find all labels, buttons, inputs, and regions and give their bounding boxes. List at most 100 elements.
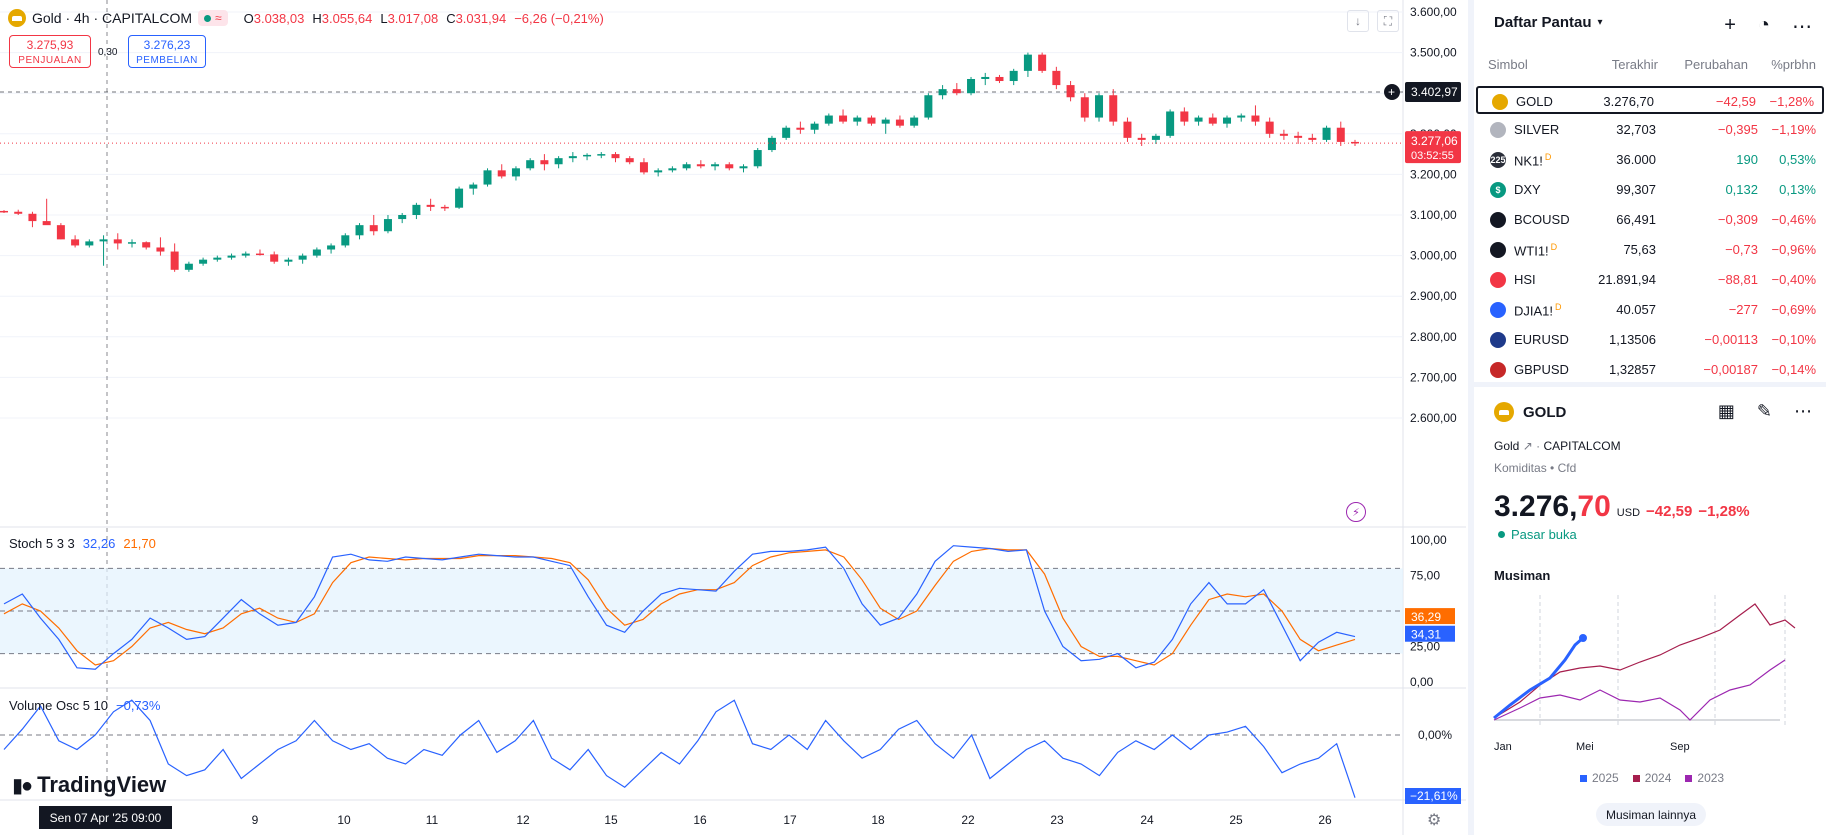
buy-button[interactable]: 3.276,23 PEMBELIAN <box>128 35 206 68</box>
watchlist-change-pct: −0,14% <box>1771 362 1816 377</box>
edit-icon[interactable]: ✎ <box>1756 401 1772 421</box>
col-last[interactable]: Terakhir <box>1611 57 1658 72</box>
osc-badge-label: −21,61% <box>1410 789 1458 803</box>
candle-body <box>227 255 236 258</box>
col-change[interactable]: Perubahan <box>1684 57 1748 72</box>
candle-body <box>1180 111 1189 122</box>
pie-chart-icon[interactable]: ◔ <box>1757 14 1770 36</box>
fullscreen-icon[interactable]: ⛶ <box>1377 10 1399 32</box>
stoch-legend[interactable]: Stoch 5 3 3 32,26 21,70 <box>9 536 156 551</box>
candle-body <box>497 170 506 177</box>
candle-body <box>839 115 848 122</box>
more-icon[interactable]: ⋯ <box>1792 16 1812 38</box>
symbol-logo-icon <box>1490 332 1506 348</box>
external-link-icon[interactable]: ↗ <box>1522 439 1533 453</box>
seasonal-line-2025 <box>1493 636 1584 720</box>
watchlist-row-gold[interactable]: GOLD 3.276,70 −42,59 −1,28% <box>1476 86 1824 114</box>
stoch-tick-label: 0,00 <box>1410 675 1434 689</box>
details-header[interactable]: GOLD <box>1494 402 1566 422</box>
candle-body <box>796 127 805 130</box>
candle-body <box>469 184 478 189</box>
price-tick-label: 3.200,00 <box>1410 167 1457 181</box>
lightning-icon[interactable]: ⚡ <box>1346 502 1366 522</box>
symbol-logo-icon: $ <box>1490 182 1506 198</box>
chart-title[interactable]: Gold · 4h · CAPITALCOM <box>32 10 193 26</box>
watchlist-row-hsi[interactable]: HSI 21.891,94 −88,81 −0,40% <box>1476 266 1824 294</box>
candle-body <box>739 166 748 169</box>
watchlist-change-pct: −1,19% <box>1771 122 1816 137</box>
candle-body <box>369 225 378 232</box>
candle-body <box>483 170 492 185</box>
watchlist-selector[interactable]: Daftar Pantau ▾ <box>1494 14 1603 31</box>
watchlist-row-gbpusd[interactable]: GBPUSD 1,32857 −0,00187 −0,14% <box>1476 356 1824 384</box>
watchlist-columns: Simbol Terakhir Perubahan %prbhn <box>1474 57 1826 75</box>
price-tick-label: 3.000,00 <box>1410 249 1457 263</box>
seasonal-chart[interactable]: Jan Mei Sep <box>1480 590 1800 755</box>
symbol-logo-icon <box>1492 94 1508 110</box>
watchlist-symbol: DXY <box>1514 182 1541 197</box>
candle-body <box>42 221 51 226</box>
watchlist-symbol: GBPUSD <box>1514 362 1569 377</box>
watchlist-row-wti1[interactable]: WTI1! D 75,63 −0,73 −0,96% <box>1476 236 1824 264</box>
add-symbol-icon[interactable]: + <box>1724 14 1736 36</box>
more-icon[interactable]: ⋯ <box>1794 401 1812 421</box>
candle-body <box>14 211 23 214</box>
stoch-tick-label: 100,00 <box>1410 533 1447 547</box>
price-tick-label: 2.800,00 <box>1410 330 1457 344</box>
candle-body <box>1237 115 1246 118</box>
candle-body <box>853 117 862 122</box>
buy-label: PEMBELIAN <box>136 55 198 66</box>
watchlist-last: 3.276,70 <box>1603 94 1654 109</box>
watchlist-last: 40.057 <box>1616 302 1656 317</box>
candle-body <box>967 78 976 94</box>
more-seasonal-button[interactable]: Musiman lainnya <box>1596 803 1706 826</box>
watchlist-row-djia1[interactable]: DJIA1! D 40.057 −277 −0,69% <box>1476 296 1824 324</box>
last-price-badge <box>1405 131 1461 164</box>
volume-osc-legend[interactable]: Volume Osc 5 10 −0,73% <box>9 698 160 713</box>
seasonal-month-label: Sep <box>1670 741 1690 753</box>
candle-body <box>1194 117 1203 122</box>
watchlist-row-eurusd[interactable]: EURUSD 1,13506 −0,00113 −0,10% <box>1476 326 1824 354</box>
seasonal-current-point <box>1579 634 1587 642</box>
col-pct[interactable]: %prbhn <box>1771 57 1816 72</box>
chart-area[interactable]: 3.600,003.500,003.400,003.300,003.200,00… <box>0 0 1466 835</box>
candle-body <box>28 213 37 222</box>
chevron-down-icon: ▾ <box>1597 17 1603 28</box>
candle-body <box>1208 117 1217 124</box>
watchlist-row-silver[interactable]: SILVER 32,703 −0,395 −1,19% <box>1476 116 1824 144</box>
open-value: 3.038,03 <box>253 10 305 26</box>
watchlist-row-bcousd[interactable]: BCOUSD 66,491 −0,309 −0,46% <box>1476 206 1824 234</box>
market-status-pill[interactable]: ≈ <box>198 10 228 26</box>
watchlist-symbol: BCOUSD <box>1514 212 1570 227</box>
watchlist-last: 32,703 <box>1616 122 1656 137</box>
watchlist-last: 66,491 <box>1616 212 1656 227</box>
time-tick-label: 25 <box>1229 813 1243 827</box>
candle-body <box>241 253 250 256</box>
candle-body <box>1265 121 1274 134</box>
candle-body <box>1279 133 1288 136</box>
arrow-down-icon[interactable]: ↓ <box>1347 10 1369 32</box>
candle-body <box>511 168 520 177</box>
sell-button[interactable]: 3.275,93 PENJUALAN <box>9 35 91 68</box>
settings-gear-icon[interactable]: ⚙ <box>1427 812 1442 829</box>
watchlist-change: −0,309 <box>1717 212 1758 227</box>
candle-body <box>1095 95 1104 118</box>
symbol-logo-icon <box>1490 302 1506 318</box>
candle-body <box>1023 54 1032 71</box>
candle-body <box>85 241 94 246</box>
col-symbol[interactable]: Simbol <box>1488 57 1528 72</box>
watchlist-row-dxy[interactable]: $ DXY 99,307 0,132 0,13% <box>1476 176 1824 204</box>
candle-body <box>184 263 193 270</box>
candle-body <box>156 247 165 252</box>
candle-body <box>113 239 122 244</box>
candle-body <box>910 117 919 126</box>
time-crosshair-label: Sen 07 Apr '25 09:00 <box>39 806 172 829</box>
candle-body <box>711 164 720 167</box>
chart-canvas[interactable]: 3.600,003.500,003.400,003.300,003.200,00… <box>0 0 1466 835</box>
candle-body <box>654 170 663 173</box>
watchlist-row-nk1[interactable]: 225 NK1! D 36.000 190 0,53% <box>1476 146 1824 174</box>
candle-body <box>611 154 620 159</box>
candle-body <box>341 235 350 246</box>
grid-icon[interactable]: ▦ <box>1717 401 1735 421</box>
candle-body <box>540 160 549 165</box>
